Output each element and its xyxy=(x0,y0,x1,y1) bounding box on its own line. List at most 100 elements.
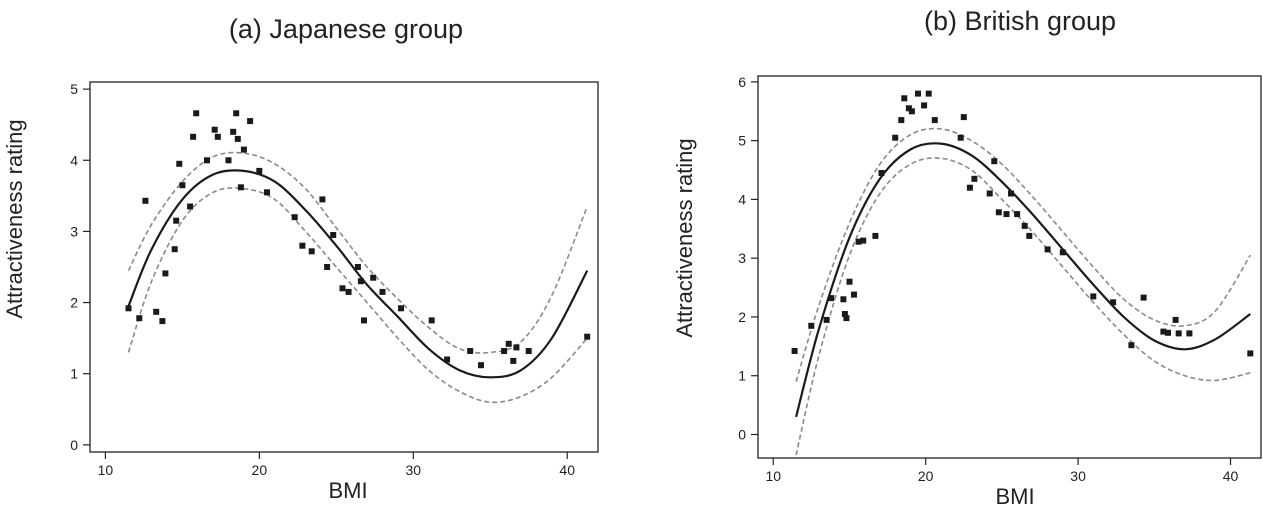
data-point xyxy=(187,203,194,210)
y-tick-label: 4 xyxy=(70,152,78,168)
data-point xyxy=(872,232,879,239)
data-point xyxy=(1172,316,1179,323)
upper-band-line xyxy=(795,127,1251,382)
y-axis-title: Attractiveness rating xyxy=(672,138,697,337)
data-point xyxy=(851,291,857,298)
fit-line xyxy=(795,142,1251,418)
data-point xyxy=(960,114,967,121)
data-point xyxy=(354,264,361,270)
data-point xyxy=(901,95,908,102)
data-point xyxy=(398,305,404,312)
x-tick-label: 30 xyxy=(405,462,421,478)
data-point xyxy=(1165,329,1171,336)
data-point xyxy=(892,134,899,141)
data-point xyxy=(444,356,451,363)
y-tick-label: 0 xyxy=(70,437,78,453)
panel-japanese: (a) Japanese group Attractiveness rating… xyxy=(2,14,599,503)
data-point xyxy=(1140,294,1147,301)
data-point xyxy=(898,117,905,124)
data-point xyxy=(1090,293,1097,300)
data-point xyxy=(330,232,337,238)
plot-frame xyxy=(89,81,599,453)
data-point xyxy=(1044,246,1051,253)
data-point xyxy=(428,317,435,324)
data-point xyxy=(211,126,218,133)
data-point xyxy=(190,133,197,140)
data-point xyxy=(1021,222,1028,229)
data-point xyxy=(1128,342,1135,349)
data-point xyxy=(162,270,169,277)
data-point xyxy=(237,184,244,191)
data-point xyxy=(264,189,270,196)
y-tick-label: 5 xyxy=(70,81,78,97)
data-point xyxy=(339,285,346,292)
data-point xyxy=(225,157,232,164)
y-axis-title: Attractiveness rating xyxy=(2,119,27,318)
chart-title: (b) British group xyxy=(924,6,1116,36)
x-tick-label: 40 xyxy=(559,462,575,478)
data-point xyxy=(173,217,180,224)
data-point xyxy=(291,214,298,221)
fit-line xyxy=(127,169,589,379)
data-point xyxy=(995,209,1002,216)
data-point xyxy=(925,90,932,97)
data-point xyxy=(1110,299,1117,306)
data-point xyxy=(153,308,160,315)
data-point xyxy=(361,317,367,324)
data-point xyxy=(1003,211,1010,218)
data-point xyxy=(823,316,830,323)
data-point xyxy=(345,288,352,295)
data-point xyxy=(308,248,315,255)
data-point xyxy=(986,190,993,197)
data-point xyxy=(841,311,848,317)
data-point xyxy=(240,146,247,153)
data-point xyxy=(931,117,938,124)
data-point xyxy=(878,170,885,176)
data-point xyxy=(1160,328,1167,335)
data-point xyxy=(510,357,517,364)
x-tick-label: 10 xyxy=(765,468,781,484)
data-point xyxy=(505,340,512,347)
data-point xyxy=(1059,249,1066,256)
data-point xyxy=(908,108,915,115)
data-point xyxy=(957,134,964,141)
data-point xyxy=(193,110,200,117)
y-tick-label: 2 xyxy=(70,295,78,311)
data-point xyxy=(467,348,474,354)
panel-british: (b) British group Attractiveness rating … xyxy=(672,6,1262,507)
data-points xyxy=(125,110,591,369)
data-point xyxy=(247,118,254,125)
lower-band-line xyxy=(795,157,1251,456)
data-point xyxy=(846,278,853,285)
plot-frame xyxy=(757,75,1262,459)
data-point xyxy=(791,348,798,354)
x-tick-label: 20 xyxy=(918,468,934,484)
y-tick-label: 1 xyxy=(70,366,78,382)
confidence-bands xyxy=(795,127,1251,456)
data-point xyxy=(915,90,921,97)
data-point xyxy=(171,246,178,253)
data-point xyxy=(860,237,867,244)
y-tick-label: 1 xyxy=(738,368,746,384)
data-point xyxy=(584,333,591,340)
data-point xyxy=(840,296,847,303)
data-point xyxy=(501,348,508,354)
data-point xyxy=(808,322,815,329)
data-point xyxy=(843,315,850,322)
data-point xyxy=(230,128,237,135)
data-point xyxy=(379,288,386,295)
data-point xyxy=(921,102,928,109)
data-point xyxy=(525,348,532,354)
x-tick-label: 20 xyxy=(252,462,268,478)
data-point xyxy=(233,110,240,117)
chart-title: (a) Japanese group xyxy=(229,14,463,44)
data-point xyxy=(136,315,143,322)
x-axis-title: BMI xyxy=(328,478,367,503)
data-point xyxy=(971,175,978,182)
data-point xyxy=(1186,330,1193,337)
data-point xyxy=(214,133,221,140)
y-tick-label: 3 xyxy=(738,250,746,266)
axis-ticks: 10 20 30 40 0 1 2 3 4 5 6 xyxy=(738,74,1238,484)
data-point xyxy=(513,344,520,351)
